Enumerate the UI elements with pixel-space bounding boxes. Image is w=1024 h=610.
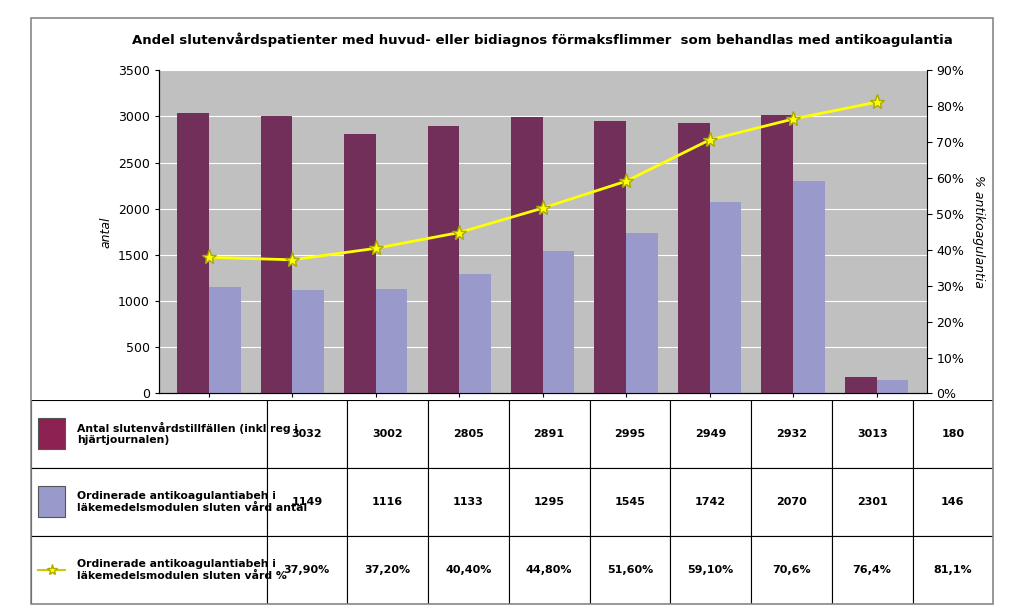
Bar bbox=[511, 117, 543, 393]
Text: 1133: 1133 bbox=[453, 497, 483, 507]
Text: 81,1%: 81,1% bbox=[934, 565, 972, 575]
Bar bbox=[751, 468, 831, 536]
Bar bbox=[595, 121, 627, 393]
Text: 180: 180 bbox=[941, 429, 965, 439]
Bar bbox=[428, 400, 509, 468]
Bar bbox=[347, 536, 428, 604]
Text: 2891: 2891 bbox=[534, 429, 564, 439]
Text: 44,80%: 44,80% bbox=[526, 565, 572, 575]
Text: 146: 146 bbox=[941, 497, 965, 507]
Bar bbox=[590, 400, 671, 468]
Text: 37,20%: 37,20% bbox=[365, 565, 411, 575]
Text: 1742: 1742 bbox=[695, 497, 726, 507]
Bar bbox=[590, 536, 671, 604]
Bar bbox=[347, 400, 428, 468]
Text: 59,10%: 59,10% bbox=[687, 565, 734, 575]
Bar bbox=[831, 536, 912, 604]
Bar bbox=[428, 126, 459, 393]
Text: 1545: 1545 bbox=[614, 497, 645, 507]
Text: 1295: 1295 bbox=[534, 497, 564, 507]
Text: 2932: 2932 bbox=[776, 429, 807, 439]
Text: 3032: 3032 bbox=[292, 429, 323, 439]
Bar bbox=[671, 468, 751, 536]
Bar bbox=[428, 536, 509, 604]
Bar bbox=[177, 113, 209, 393]
Text: Antal slutenvårdstillfällen (inkl reg i
hjärtjournalen): Antal slutenvårdstillfällen (inkl reg i … bbox=[77, 422, 298, 445]
Bar bbox=[912, 536, 993, 604]
Bar bbox=[266, 468, 347, 536]
Y-axis label: % antikoagulantia: % antikoagulantia bbox=[972, 175, 985, 289]
Bar bbox=[627, 232, 658, 393]
Text: 2805: 2805 bbox=[453, 429, 483, 439]
Bar bbox=[509, 400, 590, 468]
Bar bbox=[845, 377, 877, 393]
Bar bbox=[751, 400, 831, 468]
Bar bbox=[912, 468, 993, 536]
Text: 2949: 2949 bbox=[695, 429, 726, 439]
Bar bbox=[762, 115, 794, 393]
Bar bbox=[459, 274, 490, 393]
Bar bbox=[31, 536, 266, 604]
Text: 1149: 1149 bbox=[291, 497, 323, 507]
Bar bbox=[794, 181, 825, 393]
Bar bbox=[509, 468, 590, 536]
Bar bbox=[376, 289, 408, 393]
Bar bbox=[831, 400, 912, 468]
Text: 70,6%: 70,6% bbox=[772, 565, 811, 575]
Bar bbox=[260, 116, 292, 393]
Text: Ordinerade antikoagulantiabeh i
läkemedelsmodulen sluten vård antal: Ordinerade antikoagulantiabeh i läkemede… bbox=[77, 491, 307, 512]
Text: Ordinerade antikoagulantiabeh i
läkemedelsmodulen sluten vård %: Ordinerade antikoagulantiabeh i läkemede… bbox=[77, 559, 287, 581]
Text: 2995: 2995 bbox=[614, 429, 645, 439]
Bar bbox=[671, 400, 751, 468]
Text: 40,40%: 40,40% bbox=[445, 565, 492, 575]
Text: 2301: 2301 bbox=[857, 497, 888, 507]
Bar bbox=[710, 203, 741, 393]
Bar bbox=[39, 486, 66, 517]
Bar bbox=[292, 290, 324, 393]
Bar bbox=[877, 380, 908, 393]
Text: 37,90%: 37,90% bbox=[284, 565, 330, 575]
Text: 51,60%: 51,60% bbox=[607, 565, 653, 575]
Bar bbox=[590, 468, 671, 536]
Bar bbox=[751, 536, 831, 604]
Bar bbox=[509, 536, 590, 604]
Text: 3013: 3013 bbox=[857, 429, 888, 439]
Text: Andel slutenvårdspatienter med huvud- eller bidiagnos förmaksflimmer  som behand: Andel slutenvårdspatienter med huvud- el… bbox=[132, 32, 953, 47]
Bar bbox=[831, 468, 912, 536]
Bar bbox=[209, 287, 241, 393]
Bar bbox=[678, 123, 710, 393]
Text: 2070: 2070 bbox=[776, 497, 807, 507]
Bar bbox=[347, 468, 428, 536]
Bar bbox=[344, 134, 376, 393]
Bar bbox=[428, 468, 509, 536]
Text: 76,4%: 76,4% bbox=[853, 565, 892, 575]
Text: 3002: 3002 bbox=[373, 429, 403, 439]
Bar bbox=[266, 536, 347, 604]
Bar bbox=[31, 400, 266, 468]
Bar bbox=[39, 418, 66, 449]
Text: 1116: 1116 bbox=[372, 497, 403, 507]
Y-axis label: antal: antal bbox=[99, 216, 113, 248]
Bar bbox=[543, 251, 574, 393]
Bar bbox=[671, 536, 751, 604]
Bar bbox=[31, 468, 266, 536]
Bar bbox=[266, 400, 347, 468]
Bar bbox=[912, 400, 993, 468]
